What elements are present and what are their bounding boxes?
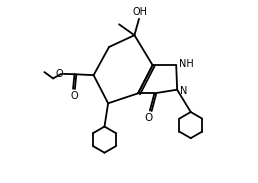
Text: O: O <box>56 69 63 79</box>
Text: N: N <box>180 86 187 96</box>
Text: O: O <box>70 91 78 101</box>
Text: OH: OH <box>132 7 147 17</box>
Text: NH: NH <box>180 59 194 69</box>
Text: O: O <box>144 113 152 123</box>
